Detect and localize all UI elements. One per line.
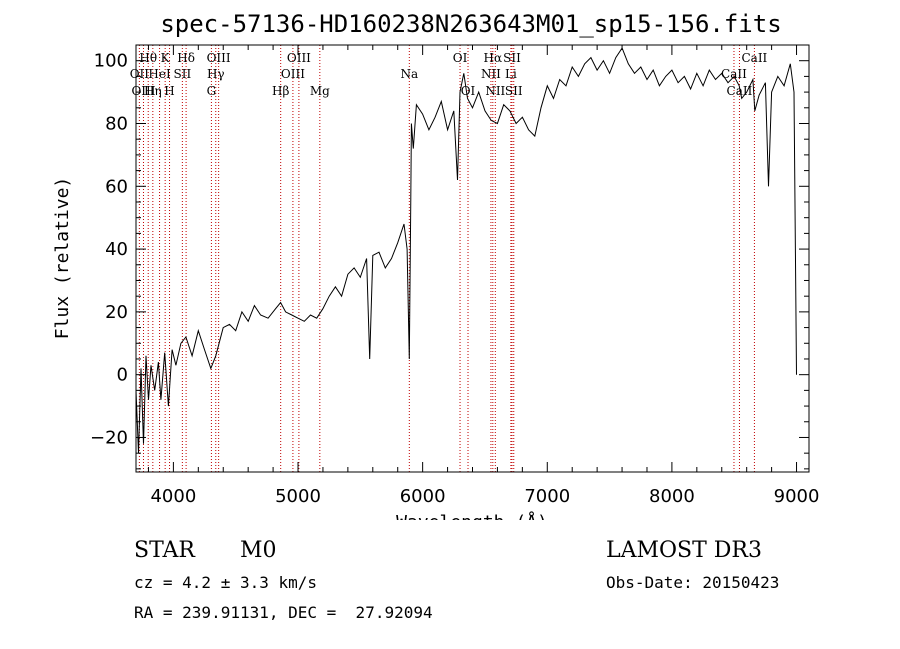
line-label: G — [207, 84, 217, 98]
line-label: CaII — [727, 84, 753, 98]
line-label: OIII — [287, 51, 311, 65]
x-tick-label: 7000 — [524, 486, 570, 507]
line-label: OI — [461, 84, 476, 98]
line-label: OII — [130, 67, 150, 81]
redshift-velocity: cz = 4.2 ± 3.3 km/s — [134, 573, 318, 592]
line-label: OIII — [207, 51, 231, 65]
chart-title: spec-57136-HD160238N263643M01_sp15-156.f… — [160, 10, 781, 38]
y-tick-label: −20 — [90, 427, 128, 448]
line-label: Li — [505, 67, 517, 81]
line-label: Hα — [484, 51, 503, 65]
line-label: OI — [453, 51, 468, 65]
spectrum-line — [135, 47, 797, 454]
line-label: SII — [503, 51, 521, 65]
line-label: SII — [174, 67, 192, 81]
line-markers — [138, 45, 755, 472]
x-tick-label: 4000 — [150, 486, 196, 507]
line-label: CaII — [741, 51, 767, 65]
x-tick-label: 9000 — [774, 486, 820, 507]
y-axis-label: Flux (relative) — [52, 177, 73, 340]
y-tick-label: 0 — [117, 365, 128, 386]
object-subclass: M0 — [240, 538, 277, 563]
line-label: NII — [481, 67, 501, 81]
y-tick-label: 80 — [105, 113, 128, 134]
x-tick-label: 8000 — [649, 486, 695, 507]
line-label: CaII — [721, 67, 747, 81]
observation-date: Obs-Date: 20150423 — [606, 573, 780, 592]
plot-frame — [135, 44, 810, 473]
x-axis-label: Wavelength (Å) — [396, 511, 548, 520]
line-label: Hβ — [272, 84, 289, 98]
line-label: OIII — [131, 84, 155, 98]
line-label: H — [164, 84, 174, 98]
y-tick-label: 100 — [94, 51, 128, 72]
y-tick-label: 60 — [105, 176, 128, 197]
object-class: STAR — [134, 538, 195, 563]
line-label: Mg — [310, 84, 330, 98]
line-label: SII — [505, 84, 523, 98]
line-label: HeI — [148, 67, 171, 81]
survey-release: LAMOST DR3 — [606, 538, 762, 563]
line-label: Hδ — [177, 51, 195, 65]
x-tick-label: 6000 — [400, 486, 446, 507]
y-tick-label: 40 — [105, 239, 128, 260]
line-label: Hθ — [139, 51, 157, 65]
x-tick-label: 5000 — [275, 486, 321, 507]
axes: 4000 5000 6000 7000 8000 9000 −20 0 20 40 60 80 100 — [90, 45, 819, 507]
line-label: Hη — [144, 84, 162, 98]
line-label: K — [161, 51, 171, 65]
coordinates: RA = 239.91131, DEC = 27.92094 — [134, 603, 433, 622]
spectrum-chart: spec-57136-HD160238N263643M01_sp15-156.f… — [52, 10, 819, 520]
line-label: NII — [485, 84, 505, 98]
line-label: Na — [400, 67, 418, 81]
line-label: Hγ — [207, 67, 225, 81]
line-label: OIII — [281, 67, 305, 81]
y-tick-label: 20 — [105, 302, 128, 323]
